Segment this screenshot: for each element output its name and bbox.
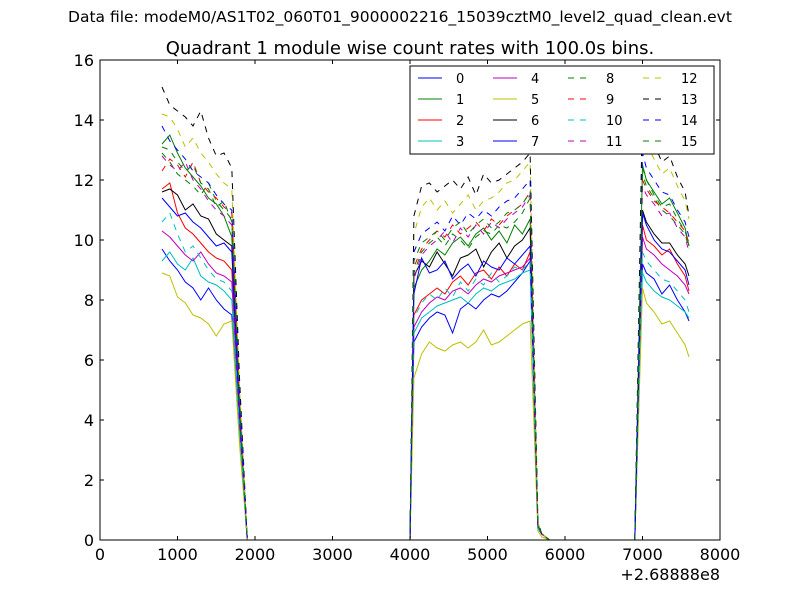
y-tick-label: 4 bbox=[84, 411, 94, 430]
legend-label-12: 12 bbox=[681, 72, 698, 87]
x-offset-label: +2.68888e8 bbox=[620, 565, 720, 584]
series-9-line-2 bbox=[409, 190, 550, 541]
series-10 bbox=[161, 212, 690, 541]
y-tick-label: 8 bbox=[84, 291, 94, 310]
legend-label-14: 14 bbox=[681, 114, 698, 129]
series-7-line-2 bbox=[409, 244, 550, 541]
series-8-line-2 bbox=[409, 197, 550, 541]
series-8-line-4 bbox=[634, 173, 690, 541]
legend-box bbox=[409, 65, 715, 155]
series-6-line-2 bbox=[409, 226, 550, 541]
series-10-line-2 bbox=[409, 259, 550, 541]
series-5-line-2 bbox=[409, 320, 550, 541]
series-1-line-2 bbox=[409, 218, 550, 541]
series-15-line-2 bbox=[409, 190, 550, 541]
y-tick-label: 14 bbox=[74, 111, 94, 130]
series-13 bbox=[161, 86, 690, 541]
legend-label-11: 11 bbox=[606, 135, 623, 150]
series-2-line-2 bbox=[409, 251, 550, 541]
series-13-line-0 bbox=[161, 86, 248, 541]
series-9 bbox=[161, 158, 690, 541]
legend-label-3: 3 bbox=[456, 135, 464, 150]
x-tick-label: 3000 bbox=[312, 545, 353, 564]
series-2 bbox=[161, 182, 690, 541]
x-tick-label: 7000 bbox=[622, 545, 663, 564]
series-3 bbox=[161, 251, 690, 541]
axis-layer: 0 1000 2000 3000 4000 5000 6000 7000 80000246810… bbox=[74, 51, 741, 564]
chart-title: Quadrant 1 module wise count rates with … bbox=[166, 38, 655, 59]
series-5 bbox=[161, 272, 690, 541]
series-12-line-0 bbox=[161, 113, 248, 541]
x-tick-label: 1000 bbox=[157, 545, 198, 564]
legend-label-2: 2 bbox=[456, 114, 464, 129]
series-layer bbox=[161, 86, 690, 541]
series-4-line-2 bbox=[409, 256, 550, 541]
legend-label-8: 8 bbox=[606, 72, 614, 87]
series-14-line-0 bbox=[161, 125, 248, 541]
y-tick-label: 6 bbox=[84, 351, 94, 370]
series-3-line-0 bbox=[161, 251, 248, 541]
series-2-line-4 bbox=[634, 224, 690, 541]
y-tick-label: 12 bbox=[74, 171, 94, 190]
series-10-line-4 bbox=[634, 251, 690, 541]
legend-label-15: 15 bbox=[681, 135, 698, 150]
legend-label-4: 4 bbox=[531, 72, 539, 87]
legend-label-5: 5 bbox=[531, 93, 539, 108]
series-3-line-2 bbox=[409, 269, 550, 541]
series-6 bbox=[161, 188, 690, 541]
legend-label-1: 1 bbox=[456, 93, 464, 108]
legend-label-0: 0 bbox=[456, 72, 464, 87]
series-11-line-4 bbox=[634, 185, 690, 541]
y-tick-label: 16 bbox=[74, 51, 94, 70]
legend-label-7: 7 bbox=[531, 135, 539, 150]
series-14-line-2 bbox=[409, 178, 550, 541]
x-tick-label: 6000 bbox=[545, 545, 586, 564]
legend-label-6: 6 bbox=[531, 114, 539, 129]
x-tick-label: 4000 bbox=[390, 545, 431, 564]
legend-label-9: 9 bbox=[606, 93, 614, 108]
series-7-line-0 bbox=[161, 197, 248, 541]
series-1 bbox=[161, 134, 690, 541]
series-2-line-0 bbox=[161, 182, 248, 541]
series-1-line-4 bbox=[634, 164, 690, 541]
series-11-line-0 bbox=[161, 155, 248, 541]
x-tick-label: 8000 bbox=[700, 545, 741, 564]
series-12-line-2 bbox=[409, 160, 550, 541]
series-8 bbox=[161, 152, 690, 541]
series-14 bbox=[161, 125, 690, 541]
series-10-line-0 bbox=[161, 212, 248, 541]
x-tick-label: 2000 bbox=[235, 545, 276, 564]
series-4-line-0 bbox=[161, 230, 248, 541]
series-4 bbox=[161, 230, 690, 541]
series-5-line-0 bbox=[161, 272, 248, 541]
series-7 bbox=[161, 197, 690, 541]
series-0-line-2 bbox=[409, 259, 550, 541]
x-tick-label: 0 bbox=[95, 545, 105, 564]
legend-label-10: 10 bbox=[606, 114, 623, 129]
series-15 bbox=[161, 146, 690, 541]
series-0 bbox=[161, 248, 690, 541]
series-13-line-2 bbox=[409, 151, 550, 541]
series-12 bbox=[161, 113, 690, 541]
x-tick-label: 5000 bbox=[467, 545, 508, 564]
series-0-line-4 bbox=[634, 263, 690, 541]
y-tick-label: 0 bbox=[84, 531, 94, 550]
figure-suptitle: Data file: modeM0/AS1T02_060T01_90000022… bbox=[68, 8, 732, 26]
series-15-line-4 bbox=[634, 167, 690, 541]
series-5-line-4 bbox=[634, 287, 690, 541]
y-tick-label: 2 bbox=[84, 471, 94, 490]
series-11-line-2 bbox=[409, 193, 550, 541]
series-9-line-4 bbox=[634, 179, 690, 541]
series-3-line-4 bbox=[634, 272, 690, 541]
series-7-line-4 bbox=[634, 212, 690, 541]
series-4-line-4 bbox=[634, 236, 690, 541]
y-tick-label: 10 bbox=[74, 231, 94, 250]
legend-label-13: 13 bbox=[681, 93, 698, 108]
series-6-line-4 bbox=[634, 209, 690, 541]
